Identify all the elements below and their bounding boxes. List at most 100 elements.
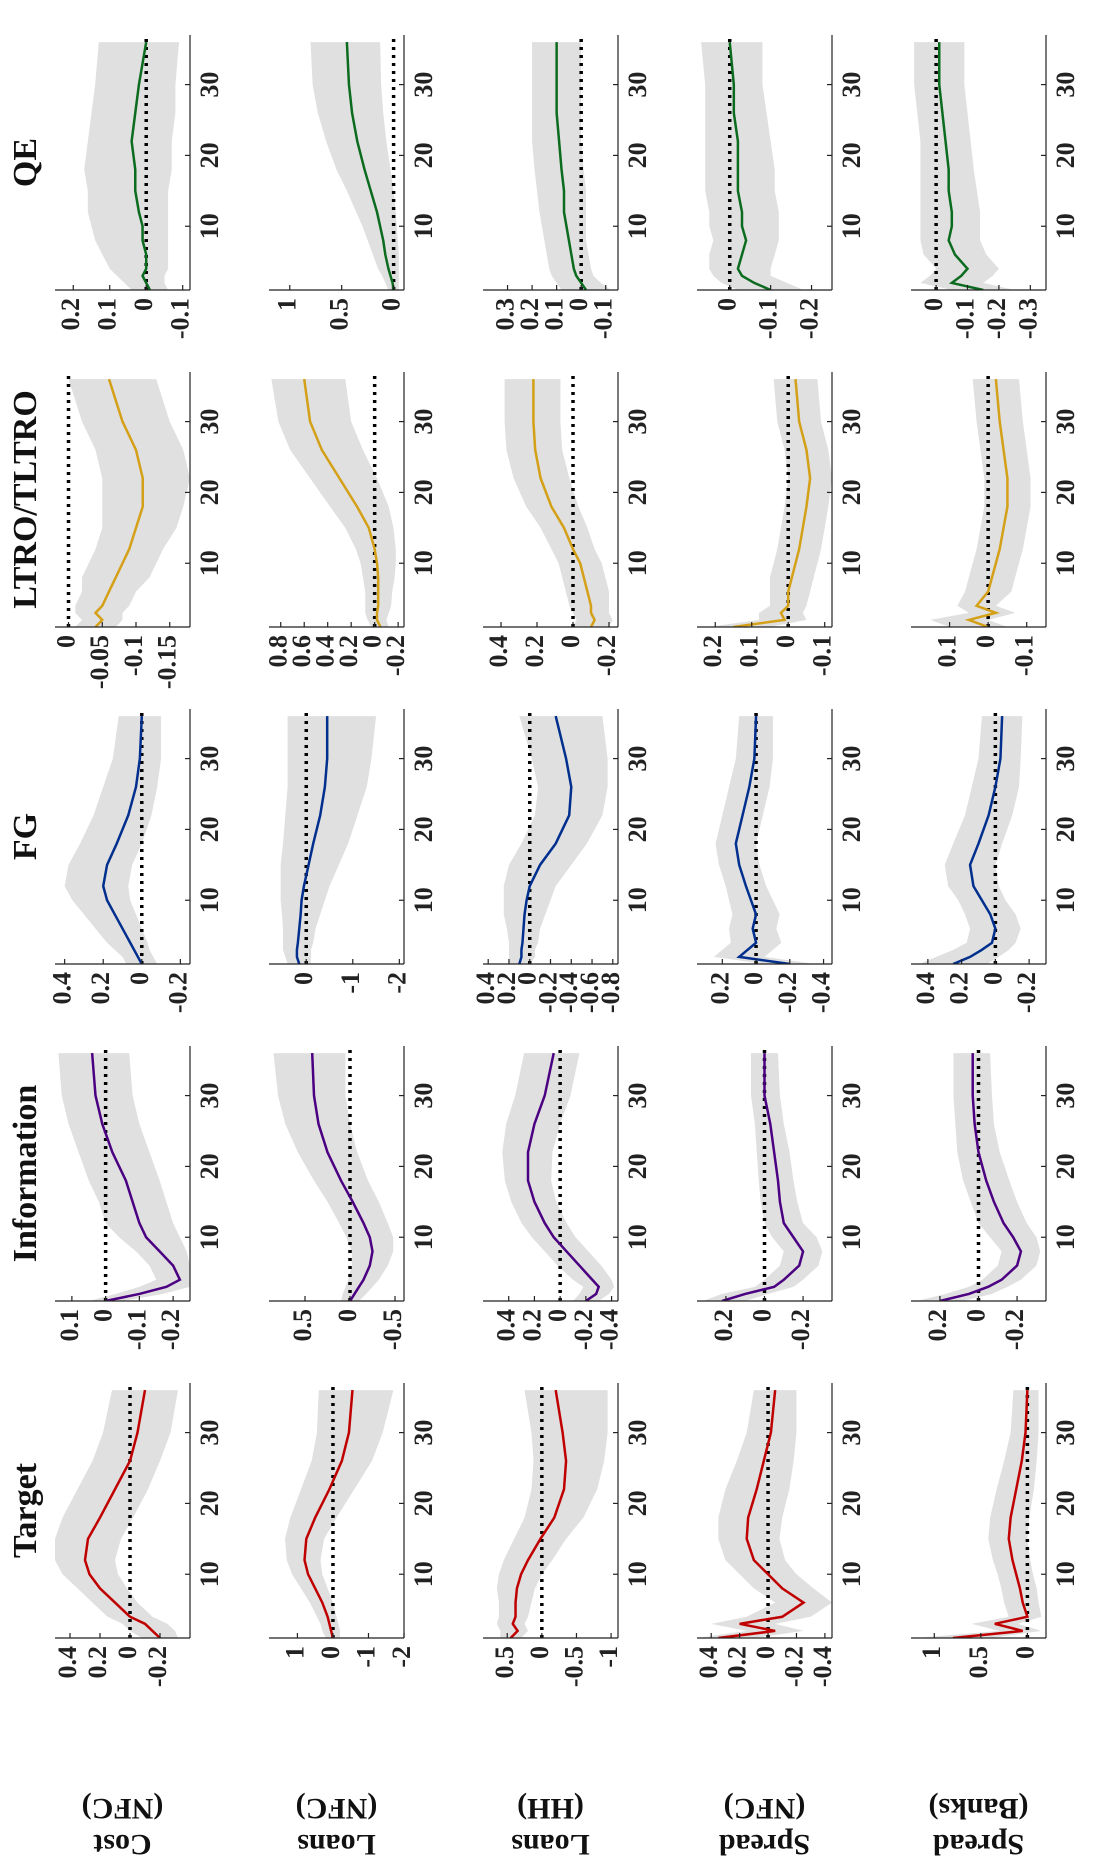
response-line	[83, 1389, 161, 1638]
y-tick-label: 0.2	[334, 635, 363, 668]
x-tick-label: 30	[837, 746, 866, 772]
y-tick-label: -0.3	[1013, 298, 1042, 339]
x-tick-label: 30	[195, 1420, 224, 1446]
y-tick-label: 0.2	[515, 298, 544, 331]
y-tick-label: 0	[377, 298, 406, 311]
panel	[504, 372, 613, 627]
x-tick-label: 10	[195, 1561, 224, 1587]
panel	[702, 1046, 823, 1301]
x-tick-label: 10	[1051, 1224, 1080, 1250]
x-tick-label: 30	[195, 72, 224, 98]
y-tick-label: -1	[594, 1646, 623, 1668]
panel	[701, 35, 804, 290]
x-tick-label: 30	[195, 1083, 224, 1109]
y-tick-label: 0	[358, 635, 387, 648]
confidence-band	[55, 1390, 178, 1638]
x-tick-label: 20	[1051, 1490, 1080, 1516]
response-line	[345, 42, 395, 290]
row-label: Loans	[297, 1828, 375, 1861]
x-tick-label: 30	[1051, 72, 1080, 98]
x-tick-label: 30	[623, 72, 652, 98]
response-line	[90, 1052, 182, 1301]
column-title: Information	[7, 1085, 44, 1263]
confidence-band	[930, 379, 1031, 627]
x-tick-label: 20	[409, 816, 438, 842]
x-tick-label: 10	[837, 550, 866, 576]
confidence-band	[284, 1390, 394, 1638]
x-tick-label: 10	[623, 1561, 652, 1587]
y-tick-label: -0.4	[595, 1309, 624, 1350]
confidence-band	[68, 379, 190, 627]
confidence-band	[916, 1053, 1041, 1301]
y-tick-label: -2	[382, 972, 411, 994]
x-tick-label: 20	[1051, 142, 1080, 168]
panel	[284, 1383, 394, 1638]
y-tick-label: 0	[978, 972, 1007, 985]
x-tick-label: 20	[409, 479, 438, 505]
panel	[503, 709, 608, 964]
y-tick-label: -0.2	[982, 298, 1011, 339]
y-tick-label: 0	[513, 972, 542, 985]
y-tick-label: -0.2	[533, 972, 562, 1013]
y-tick-label: -0.1	[754, 298, 783, 339]
y-tick-label: -0.2	[592, 635, 621, 676]
panel	[271, 372, 396, 627]
y-tick-label: 0.5	[964, 1646, 993, 1679]
y-tick-label: 0.1	[540, 298, 569, 331]
confidence-band	[502, 1053, 615, 1301]
row-label: Loans	[511, 1828, 589, 1861]
x-tick-label: 10	[623, 550, 652, 576]
y-tick-label: 0	[1010, 1646, 1039, 1659]
rotated-figure: TargetInformationFGLTRO/TLTROQECost(NFC)…	[7, 35, 1080, 1861]
x-tick-label: 20	[837, 142, 866, 168]
panel	[532, 35, 611, 290]
response-line	[93, 378, 144, 627]
x-tick-label: 30	[837, 1083, 866, 1109]
y-tick-label: 0.2	[492, 972, 521, 1005]
response-line	[130, 41, 151, 290]
confidence-band	[532, 42, 611, 290]
x-tick-label: 30	[837, 409, 866, 435]
y-tick-label: 0.3	[491, 298, 520, 331]
y-tick-label: 0.5	[325, 298, 354, 331]
confidence-band	[697, 1390, 832, 1638]
y-tick-label: -0.2	[779, 1646, 808, 1687]
x-tick-label: 30	[837, 72, 866, 98]
y-tick-label: -0.2	[156, 1309, 185, 1350]
confidence-band	[504, 379, 613, 627]
y-tick-label: -0.2	[795, 298, 824, 339]
panel	[55, 1383, 178, 1638]
y-tick-label: -0.5	[559, 1646, 588, 1687]
y-tick-label: -0.4	[807, 972, 836, 1013]
x-tick-label: 30	[623, 1083, 652, 1109]
x-tick-label: 10	[837, 887, 866, 913]
x-tick-label: 30	[409, 409, 438, 435]
x-tick-label: 30	[409, 1083, 438, 1109]
y-tick-label: 0	[125, 972, 154, 985]
y-tick-label: 0.5	[288, 1309, 317, 1342]
y-tick-label: 0.2	[56, 298, 85, 331]
row-label: (HH)	[517, 1792, 584, 1825]
x-tick-label: 10	[1051, 213, 1080, 239]
y-tick-label: 0.4	[471, 972, 500, 1005]
y-tick-label: 1	[917, 1646, 946, 1659]
panel	[66, 372, 190, 627]
y-tick-label: 0	[919, 298, 948, 311]
y-tick-label: 0.2	[705, 972, 734, 1005]
panel	[713, 709, 816, 964]
y-tick-label: -2	[387, 1646, 416, 1668]
response-line	[733, 378, 812, 627]
row-label: (NFC)	[296, 1792, 378, 1825]
panel	[930, 372, 1031, 627]
x-tick-label: 30	[195, 746, 224, 772]
y-tick-label: 0.2	[517, 1309, 546, 1342]
y-tick-label: 0.1	[933, 635, 962, 668]
confidence-band	[707, 379, 832, 627]
row-label: (Banks)	[928, 1792, 1028, 1825]
y-tick-label: -0.1	[166, 298, 195, 339]
confidence-band	[84, 42, 180, 290]
response-line	[734, 716, 790, 964]
panel	[310, 35, 399, 290]
confidence-band	[496, 1390, 608, 1638]
